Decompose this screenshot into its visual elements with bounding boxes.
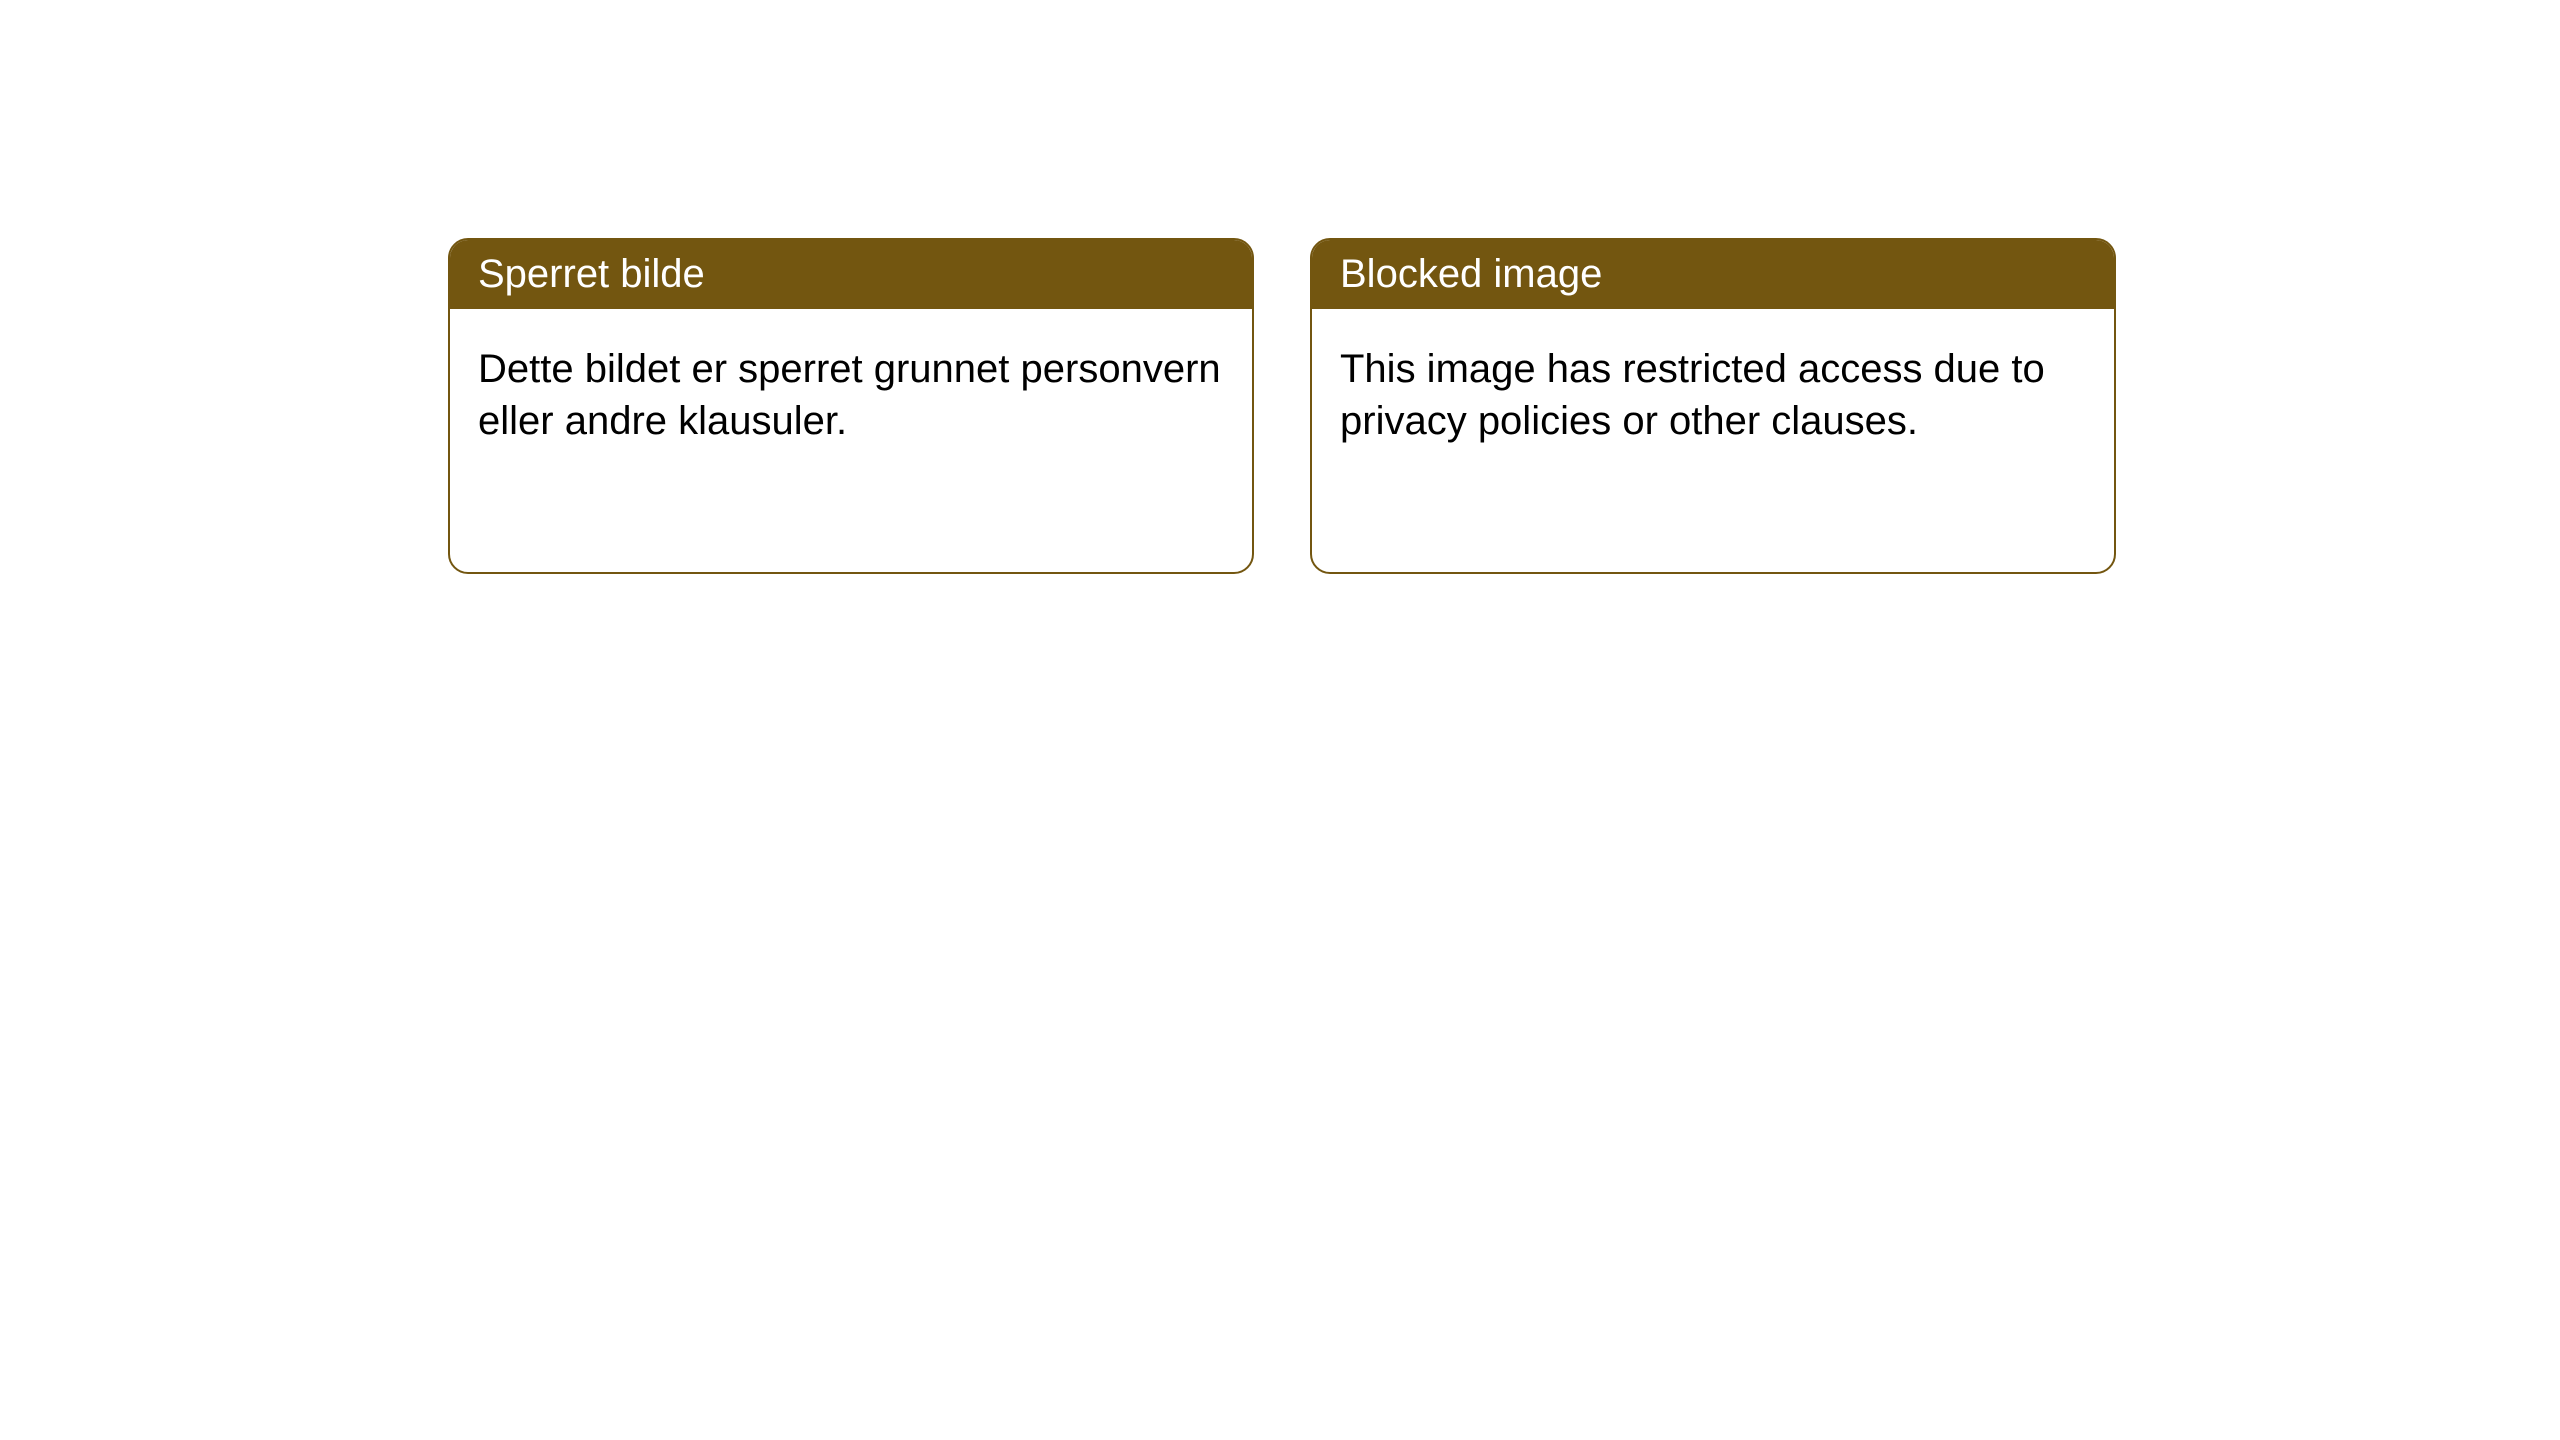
notice-title: Sperret bilde [450,240,1252,309]
notice-container: Sperret bilde Dette bildet er sperret gr… [0,0,2560,574]
notice-title: Blocked image [1312,240,2114,309]
notice-body: This image has restricted access due to … [1312,309,2114,481]
notice-body: Dette bildet er sperret grunnet personve… [450,309,1252,481]
notice-card-norwegian: Sperret bilde Dette bildet er sperret gr… [448,238,1254,574]
notice-card-english: Blocked image This image has restricted … [1310,238,2116,574]
